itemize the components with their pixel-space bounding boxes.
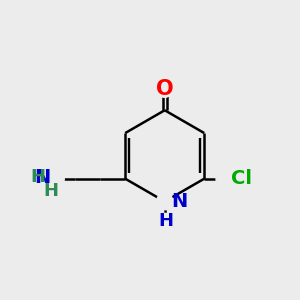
- Circle shape: [158, 213, 171, 226]
- Text: N: N: [171, 192, 188, 211]
- Circle shape: [157, 81, 173, 97]
- Circle shape: [48, 170, 64, 187]
- Circle shape: [157, 193, 173, 210]
- Circle shape: [216, 169, 235, 188]
- Text: H: H: [30, 168, 45, 186]
- Text: H: H: [43, 182, 58, 200]
- Text: H: H: [159, 212, 174, 230]
- Text: N: N: [34, 168, 51, 187]
- Text: Cl: Cl: [231, 169, 252, 188]
- Text: O: O: [156, 79, 173, 99]
